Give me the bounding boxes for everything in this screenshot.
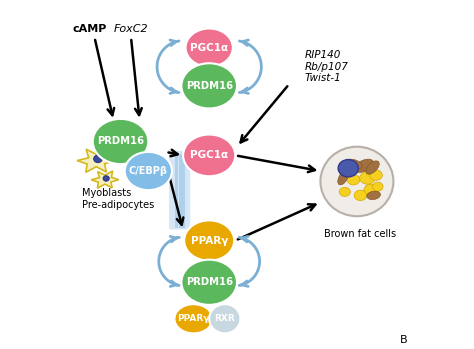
Text: cAMP: cAMP: [72, 23, 107, 34]
Text: PRDM16: PRDM16: [97, 136, 144, 147]
Ellipse shape: [370, 170, 383, 180]
Text: PPARγ: PPARγ: [177, 314, 210, 323]
Ellipse shape: [354, 190, 367, 201]
Ellipse shape: [360, 172, 375, 184]
Ellipse shape: [367, 191, 381, 200]
Ellipse shape: [373, 182, 383, 191]
Ellipse shape: [174, 304, 213, 333]
Ellipse shape: [345, 159, 362, 169]
Ellipse shape: [183, 134, 235, 176]
Ellipse shape: [93, 119, 148, 164]
Text: RIP140
Rb/p107
Twist-1: RIP140 Rb/p107 Twist-1: [305, 50, 349, 83]
Polygon shape: [91, 171, 118, 188]
Ellipse shape: [338, 159, 358, 177]
Ellipse shape: [209, 304, 240, 333]
Text: PGC1α: PGC1α: [190, 150, 228, 161]
Ellipse shape: [182, 260, 237, 305]
Text: B: B: [400, 335, 407, 345]
Text: C/EBPβ: C/EBPβ: [129, 166, 168, 176]
Text: PPARγ: PPARγ: [191, 236, 228, 246]
Ellipse shape: [182, 63, 237, 109]
Text: FoxC2: FoxC2: [114, 23, 148, 34]
Ellipse shape: [103, 176, 109, 181]
Ellipse shape: [125, 152, 172, 190]
Text: PGC1α: PGC1α: [190, 43, 228, 53]
Text: Brown fat cells: Brown fat cells: [324, 229, 396, 239]
FancyBboxPatch shape: [169, 151, 190, 229]
Ellipse shape: [320, 147, 393, 216]
Text: PRDM16: PRDM16: [186, 277, 233, 287]
Ellipse shape: [93, 155, 102, 163]
Text: PRDM16: PRDM16: [186, 81, 233, 91]
Ellipse shape: [185, 29, 233, 67]
Ellipse shape: [364, 184, 378, 196]
Ellipse shape: [184, 220, 234, 261]
Ellipse shape: [339, 187, 350, 196]
Polygon shape: [77, 148, 115, 172]
Text: Myoblasts
Pre-adipocytes: Myoblasts Pre-adipocytes: [82, 188, 155, 210]
Ellipse shape: [338, 171, 348, 185]
Ellipse shape: [354, 159, 374, 172]
Ellipse shape: [366, 161, 379, 174]
Ellipse shape: [347, 174, 360, 185]
Text: RXR: RXR: [214, 314, 235, 323]
